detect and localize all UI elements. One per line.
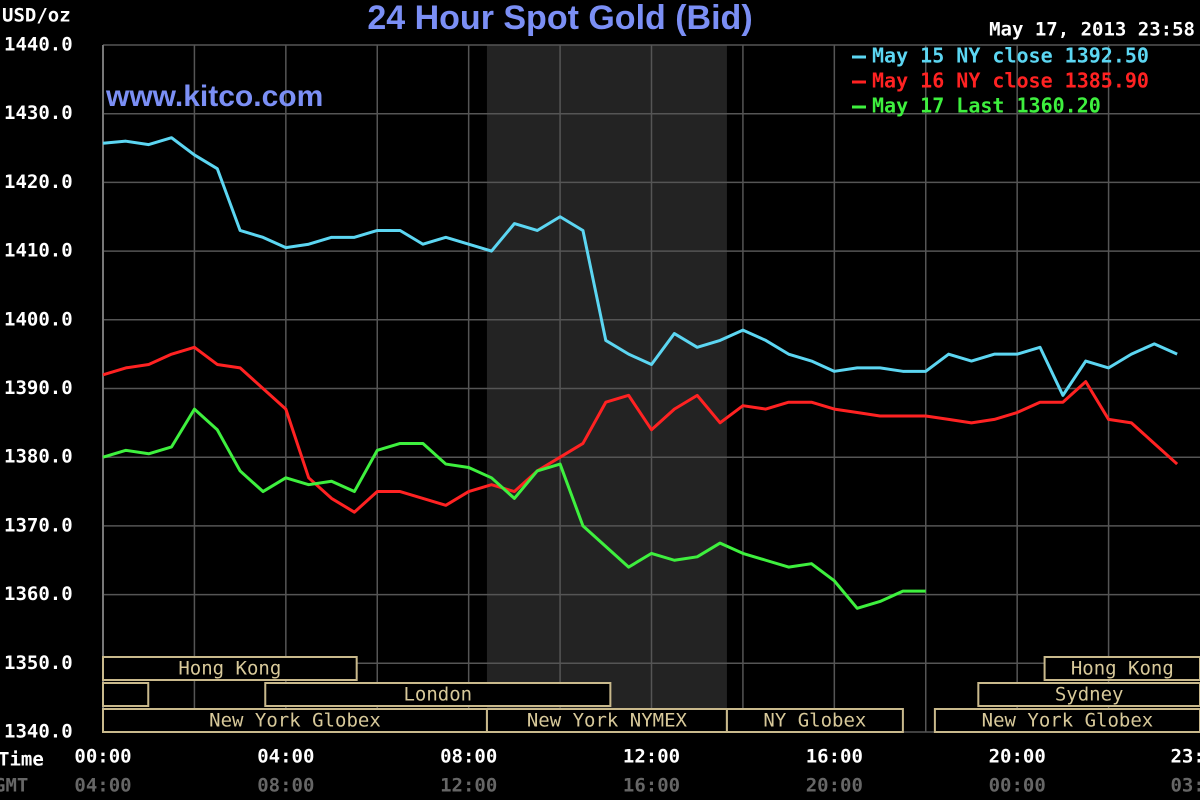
series-line	[102, 345, 1179, 514]
session-label: Sydney	[1055, 684, 1124, 706]
session-bar	[264, 682, 612, 707]
session-bar	[102, 656, 358, 681]
session-label: New York Globex	[209, 710, 381, 732]
series-line	[102, 407, 926, 610]
x-tick-label: 12:00	[623, 746, 680, 768]
session-label: Hong Kong	[178, 658, 281, 680]
y-tick-label: 1370.0	[4, 514, 73, 536]
watermark: www.kitco.com	[105, 80, 323, 113]
y-tick-label: 1420.0	[4, 171, 73, 193]
legend-entry: May 15 NY close 1392.50	[872, 44, 1149, 68]
y-tick-label: 1380.0	[4, 446, 73, 468]
gmt-tick-label: 16:00	[623, 775, 680, 797]
x-tick-label: 08:00	[440, 746, 497, 768]
x-tick-label: 04:00	[257, 746, 314, 768]
legend-entry: May 17 Last 1360.20	[872, 94, 1101, 118]
plot: 1340.0 1350.0 1360.0 1370.0 1380.0 1390.0 1400…	[4, 34, 1200, 797]
session-bar	[933, 708, 1200, 733]
y-tick-label: 1400.0	[4, 308, 73, 330]
x-tick-label: 23:59	[1170, 746, 1200, 768]
session-label: London	[403, 684, 472, 706]
gmt-tick-label: 04:00	[74, 775, 131, 797]
session-label: Hong Kong	[1071, 658, 1174, 680]
y-tick-label: 1360.0	[4, 583, 73, 605]
y-axis-label: USD/oz	[2, 5, 71, 27]
y-tick-label: 1430.0	[4, 102, 73, 124]
legend-entry: May 16 NY close 1385.90	[872, 69, 1149, 93]
series-line	[102, 136, 1178, 397]
session-label: New York NYMEX	[527, 710, 688, 732]
y-tick-label: 1410.0	[4, 240, 73, 262]
y-tick-label: 1350.0	[4, 652, 73, 674]
x-tick-label: 16:00	[806, 746, 863, 768]
y-tick-label: 1390.0	[4, 377, 73, 399]
gmt-tick-label: 20:00	[806, 775, 863, 797]
y-tick-label: 1440.0	[4, 34, 73, 56]
gmt-label: GMT	[0, 775, 28, 797]
gmt-tick-label: 03:59	[1170, 775, 1200, 797]
x-tick-label: 00:00	[74, 746, 131, 768]
session-bar	[102, 682, 150, 707]
session-bar	[725, 708, 904, 733]
session-label: New York Globex	[982, 710, 1154, 732]
session-bar	[1043, 656, 1200, 681]
x-tick-label: 20:00	[989, 746, 1046, 768]
y-tick-label: 1340.0	[4, 721, 73, 743]
gmt-tick-label: 00:00	[989, 775, 1046, 797]
session-label: NY Globex	[763, 710, 866, 732]
gmt-tick-label: 08:00	[257, 775, 314, 797]
chart-title: 24 Hour Spot Gold (Bid)	[367, 0, 752, 37]
date: May 17, 2013 23:58	[989, 19, 1195, 41]
gmt-tick-label: 12:00	[440, 775, 497, 797]
time-label: Time	[0, 749, 44, 771]
